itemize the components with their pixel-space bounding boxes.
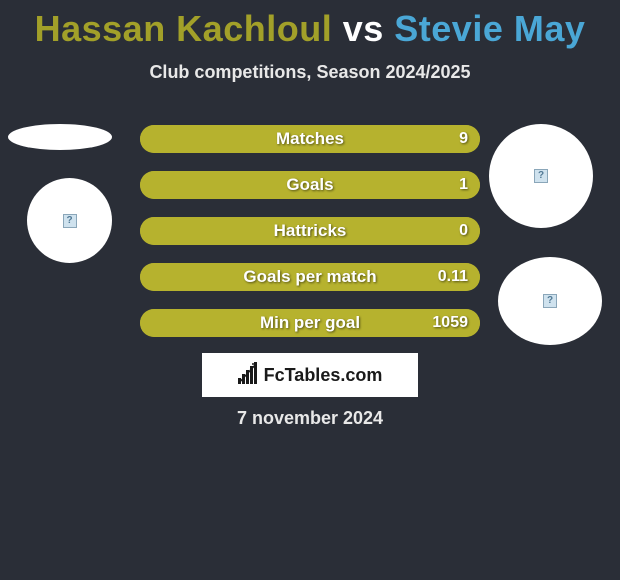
- image-placeholder-icon: ?: [543, 294, 557, 308]
- branding-bars-icon: [238, 362, 258, 389]
- title-player2: Stevie May: [394, 8, 585, 49]
- stat-bar-label: Goals: [140, 171, 480, 199]
- title-vs: vs: [343, 8, 384, 49]
- subtitle: Club competitions, Season 2024/2025: [0, 62, 620, 83]
- stat-bars: Matches9Goals1Hattricks0Goals per match0…: [140, 125, 480, 355]
- branding-text: FcTables.com: [264, 365, 383, 386]
- stat-bar-label: Matches: [140, 125, 480, 153]
- stat-bar-row: Matches9: [140, 125, 480, 153]
- stat-bar-value: 0: [459, 217, 468, 245]
- decor-circle-left: ?: [27, 178, 112, 263]
- stat-bar-row: Goals1: [140, 171, 480, 199]
- image-placeholder-icon: ?: [63, 214, 77, 228]
- stat-bar-value: 9: [459, 125, 468, 153]
- stat-bar-row: Min per goal1059: [140, 309, 480, 337]
- decor-circle-top-right: ?: [489, 124, 593, 228]
- branding-box: FcTables.com: [202, 353, 418, 397]
- stat-bar-value: 1: [459, 171, 468, 199]
- stat-bar-row: Goals per match0.11: [140, 263, 480, 291]
- stat-bar-label: Goals per match: [140, 263, 480, 291]
- stat-bar-label: Hattricks: [140, 217, 480, 245]
- decor-ellipse-left: [8, 124, 112, 150]
- stat-bar-value: 1059: [432, 309, 468, 337]
- stat-bar-label: Min per goal: [140, 309, 480, 337]
- stat-bar-value: 0.11: [438, 263, 468, 291]
- image-placeholder-icon: ?: [534, 169, 548, 183]
- stat-bar-row: Hattricks0: [140, 217, 480, 245]
- page-title: Hassan Kachloul vs Stevie May: [0, 0, 620, 50]
- title-player1: Hassan Kachloul: [35, 8, 333, 49]
- decor-circle-bottom-right: ?: [498, 257, 602, 345]
- date-line: 7 november 2024: [0, 408, 620, 429]
